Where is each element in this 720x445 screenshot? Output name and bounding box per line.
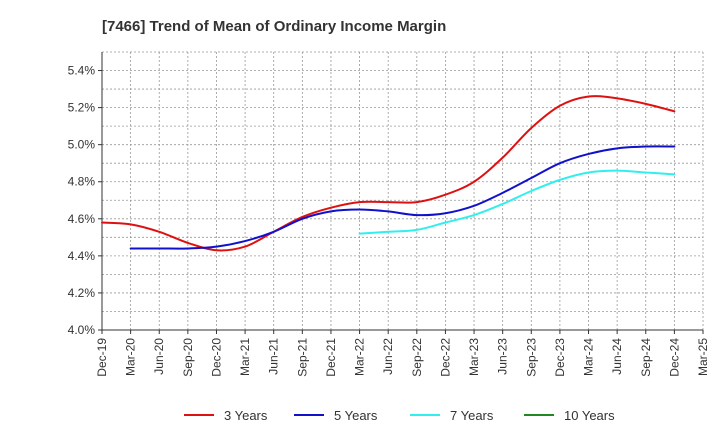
x-tick-label: Dec-23 [553, 338, 567, 377]
x-tick-label: Sep-22 [410, 338, 424, 377]
series-line-5-years [129, 145, 676, 250]
x-tick-label: Sep-21 [295, 338, 309, 377]
x-tick-label: Dec-21 [324, 338, 338, 377]
x-tick-label: Mar-24 [582, 338, 596, 376]
series-line-3-years [101, 95, 676, 252]
plot-area [102, 52, 703, 330]
x-tick-label: Sep-24 [639, 338, 653, 377]
x-tick-label: Dec-19 [95, 338, 109, 377]
y-tick-label: 5.2% [68, 101, 96, 115]
grid-layer [101, 51, 704, 331]
x-tick-label: Mar-23 [467, 338, 481, 376]
y-tick-label: 4.6% [68, 212, 96, 226]
x-tick-label: Mar-22 [353, 338, 367, 376]
x-tick-label: Mar-25 [696, 338, 710, 376]
legend-label-7-years: 7 Years [450, 408, 494, 423]
x-tick-label: Jun-20 [152, 338, 166, 375]
legend-label-5-years: 5 Years [334, 408, 378, 423]
axis-layer: 4.0% 4.2% 4.4% 4.6% 4.8% 5.0% 5.2% 5.4% Dec-19 Ma… [68, 52, 710, 377]
x-tick-label: Jun-24 [610, 338, 624, 375]
x-tick-label: Jun-23 [496, 338, 510, 375]
x-tick-label: Dec-20 [209, 338, 223, 377]
x-tick-label: Sep-20 [181, 338, 195, 377]
x-tick-label: Jun-21 [267, 338, 281, 375]
series-layer [101, 95, 676, 252]
y-tick-label: 4.0% [68, 323, 96, 337]
y-tick-label: 4.2% [68, 286, 96, 300]
y-tick-label: 5.4% [68, 64, 96, 78]
y-tick-label: 5.0% [68, 138, 96, 152]
y-tick-label: 4.4% [68, 249, 96, 263]
legend-label-3-years: 3 Years [224, 408, 268, 423]
x-tick-label: Mar-21 [238, 338, 252, 376]
x-tick-label: Jun-22 [381, 338, 395, 375]
legend-label-10-years: 10 Years [564, 408, 615, 423]
legend: 3 Years 5 Years 7 Years 10 Years [184, 408, 615, 423]
x-tick-label: Mar-20 [124, 338, 138, 376]
x-tick-label: Dec-22 [438, 338, 452, 377]
x-tick-label: Dec-24 [667, 338, 681, 377]
x-tick-label: Sep-23 [524, 338, 538, 377]
y-tick-label: 4.8% [68, 175, 96, 189]
series-line-7-years [358, 169, 676, 235]
chart-title: [7466] Trend of Mean of Ordinary Income … [102, 18, 446, 35]
